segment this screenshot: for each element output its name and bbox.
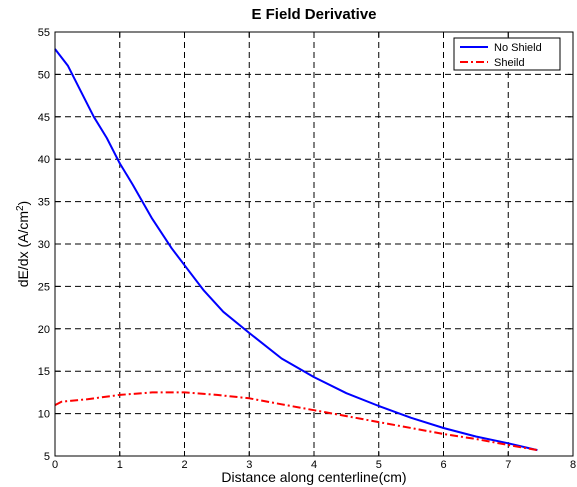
y-tick-label: 15 <box>38 366 50 378</box>
x-tick-label: 5 <box>376 459 382 471</box>
x-tick-label: 0 <box>52 459 58 471</box>
legend-label-no-shield: No Shield <box>494 42 542 54</box>
y-tick-label: 50 <box>38 69 50 81</box>
y-tick-label: 10 <box>38 409 50 421</box>
legend-box <box>453 37 561 71</box>
y-tick-label: 30 <box>38 239 50 251</box>
y-axis-label: dE/dx (A/cm2) <box>15 201 31 287</box>
grid <box>55 32 573 456</box>
y-tick-label: 5 <box>44 451 50 463</box>
y-tick-label: 25 <box>38 281 50 293</box>
legend-label-sheild: Sheild <box>494 57 525 69</box>
series-line-no-shield <box>54 48 538 452</box>
legend: No Shield Sheild <box>453 37 561 71</box>
x-axis-label: Distance along centerline(cm) <box>221 469 406 485</box>
y-tick-label: 20 <box>38 324 50 336</box>
y-axis-label-superscript: 2 <box>15 205 26 211</box>
x-tick-label: 2 <box>181 459 187 471</box>
chart-title: E Field Derivative <box>251 6 376 23</box>
x-tick-label: 1 <box>117 459 123 471</box>
x-tick-label: 7 <box>505 459 511 471</box>
y-tick-label: 55 <box>38 27 50 39</box>
y-tick-label: 40 <box>38 154 50 166</box>
y-axis-label-close: ) <box>15 201 31 206</box>
y-axis-label-main: dE/dx (A/cm <box>15 211 31 287</box>
series-layer <box>54 48 538 452</box>
series-line-sheild <box>54 391 538 452</box>
x-tick-label: 6 <box>440 459 446 471</box>
x-tick-label: 4 <box>311 459 317 471</box>
y-tick-label: 45 <box>38 112 50 124</box>
x-tick-label: 3 <box>246 459 252 471</box>
x-tick-label: 8 <box>570 459 576 471</box>
y-tick-label: 35 <box>38 197 50 209</box>
